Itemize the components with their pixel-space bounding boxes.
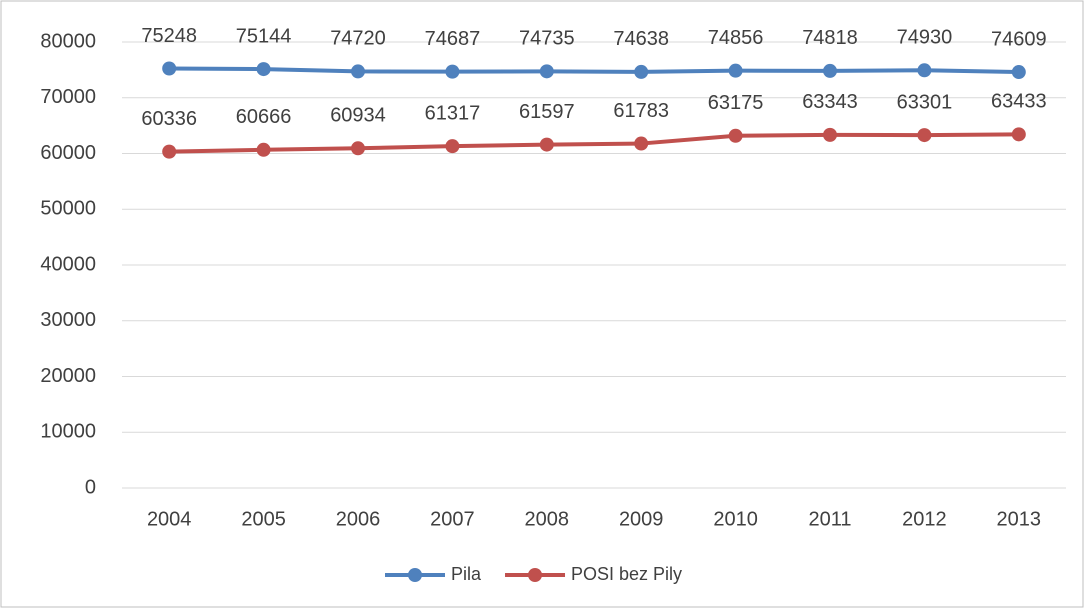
x-tick-label: 2006 <box>336 508 381 530</box>
marker <box>162 144 177 159</box>
series-line <box>169 132 1019 154</box>
y-tick-label: 20000 <box>40 365 96 387</box>
x-tick-label: 2011 <box>808 508 851 530</box>
series-line <box>169 66 1019 75</box>
marker <box>351 141 365 156</box>
data-label: 63301 <box>897 91 953 113</box>
data-label: 75248 <box>141 25 197 47</box>
y-tick-label: 60000 <box>40 142 96 164</box>
data-label: 61317 <box>425 102 481 124</box>
x-tick-label: 2009 <box>619 508 664 530</box>
y-tick-label: 30000 <box>40 309 96 331</box>
marker <box>1011 127 1026 142</box>
marker <box>445 139 460 154</box>
marker <box>917 128 932 143</box>
data-label: 74856 <box>708 27 764 49</box>
y-tick-label: 0 <box>85 476 96 498</box>
data-label: 74720 <box>330 28 386 50</box>
x-tick-label: 2005 <box>241 508 286 530</box>
data-label: 60336 <box>141 108 197 130</box>
legend-label: Pila <box>451 564 482 584</box>
data-label: 74930 <box>897 27 953 49</box>
legend-label: POSI bez Pily <box>571 564 682 584</box>
data-label: 60666 <box>236 106 292 128</box>
data-label: 63175 <box>708 92 764 114</box>
marker <box>445 64 460 79</box>
data-label: 74609 <box>991 28 1047 50</box>
marker <box>823 127 837 142</box>
data-label: 74687 <box>425 28 481 50</box>
marker <box>539 137 554 152</box>
x-tick-label: 2012 <box>902 508 947 530</box>
y-tick-label: 80000 <box>40 30 96 52</box>
marker <box>351 64 365 79</box>
data-label: 63343 <box>802 91 858 113</box>
x-tick-label: 2007 <box>430 508 475 530</box>
marker <box>1011 65 1026 80</box>
x-tick-label: 2013 <box>997 508 1042 530</box>
x-tick-label: 2010 <box>713 508 758 530</box>
marker <box>634 136 649 151</box>
data-label: 63433 <box>991 91 1047 113</box>
marker <box>256 62 271 77</box>
y-tick-label: 10000 <box>40 421 96 443</box>
x-tick-label: 2004 <box>147 508 192 530</box>
legend-marker <box>528 568 543 582</box>
data-label: 61783 <box>613 100 669 122</box>
marker <box>917 63 932 78</box>
data-label: 74735 <box>519 28 575 50</box>
y-tick-label: 50000 <box>40 198 96 220</box>
marker <box>728 63 743 78</box>
y-tick-label: 70000 <box>40 86 96 108</box>
marker <box>539 64 554 79</box>
data-label: 60934 <box>330 105 386 127</box>
marker <box>728 128 743 143</box>
legend-marker <box>408 568 422 582</box>
data-label: 75144 <box>236 25 292 47</box>
y-tick-label: 40000 <box>40 253 96 275</box>
x-tick-label: 2008 <box>525 508 570 530</box>
marker <box>634 64 649 79</box>
data-label: 61597 <box>519 101 575 123</box>
marker <box>823 63 837 78</box>
marker <box>162 61 177 76</box>
data-label: 74638 <box>613 28 669 50</box>
data-label: 74818 <box>802 27 858 49</box>
marker <box>256 142 271 157</box>
